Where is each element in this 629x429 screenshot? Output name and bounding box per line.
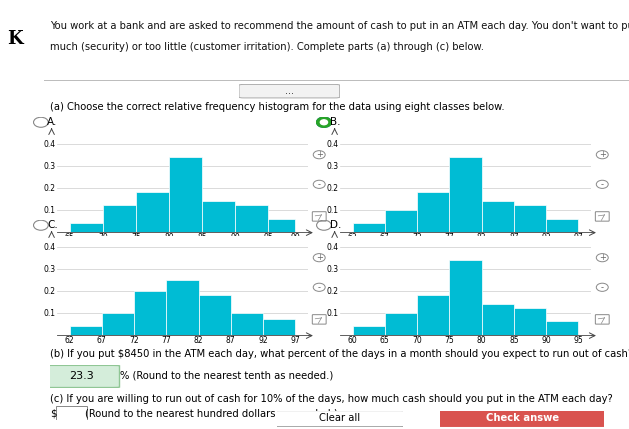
Text: % (Round to the nearest tenth as needed.): % (Round to the nearest tenth as needed.… [120,371,333,381]
Text: Check answe: Check answe [486,414,559,423]
Text: C.: C. [47,221,58,230]
Bar [70,223,103,232]
Circle shape [320,120,328,125]
Text: Clear all: Clear all [319,414,360,423]
Bar [546,218,578,232]
Text: +: + [316,253,323,262]
Bar [514,205,546,232]
Text: -: - [601,180,604,189]
Bar [199,295,231,335]
FancyBboxPatch shape [43,366,120,387]
Text: +: + [599,253,606,262]
FancyBboxPatch shape [273,411,406,427]
Text: K: K [8,30,23,48]
Text: +: + [316,150,323,159]
Bar [70,326,102,335]
Bar [385,210,417,232]
Bar [449,157,482,232]
Bar [353,326,385,335]
Bar [546,321,578,335]
Bar [231,313,263,335]
Bar [449,260,482,335]
Bar [269,218,295,232]
Bar [235,205,269,232]
FancyBboxPatch shape [596,211,610,221]
Text: +: + [599,150,606,159]
Circle shape [316,117,331,127]
Text: ...: ... [285,86,294,96]
Bar [103,205,136,232]
Text: -: - [318,180,321,189]
Text: You work at a bank and are asked to recommend the amount of cash to put in an AT: You work at a bank and are asked to reco… [50,21,629,30]
Text: 23.3: 23.3 [69,371,94,381]
Bar [417,295,449,335]
Text: -: - [318,283,321,292]
Text: ✓: ✓ [321,120,326,125]
Text: A.: A. [47,118,57,127]
Bar [482,304,514,335]
Bar [514,308,546,335]
Text: (Round to the nearest hundred dollars as needed.): (Round to the nearest hundred dollars as… [85,408,338,418]
FancyBboxPatch shape [312,211,326,221]
Text: B.: B. [330,118,341,127]
Text: D.: D. [330,221,342,230]
Text: (a) Choose the correct relative frequency histogram for the data using eight cla: (a) Choose the correct relative frequenc… [50,102,505,112]
Bar [263,319,295,335]
Text: (b) If you put $8450 in the ATM each day, what percent of the days in a month sh: (b) If you put $8450 in the ATM each day… [50,349,629,359]
FancyBboxPatch shape [596,315,610,324]
Bar [166,280,199,335]
FancyBboxPatch shape [239,85,340,98]
Bar [482,201,514,232]
Bar [203,201,235,232]
Bar [353,223,385,232]
Bar [169,157,203,232]
Circle shape [320,120,328,125]
Circle shape [316,117,331,127]
Bar [417,192,449,232]
Bar [385,313,417,335]
Text: much (security) or too little (customer irritation). Complete parts (a) through : much (security) or too little (customer … [50,42,484,51]
FancyBboxPatch shape [312,315,326,324]
Text: $: $ [50,408,57,418]
FancyBboxPatch shape [435,411,609,427]
Bar [134,291,166,335]
Text: (c) If you are willing to run out of cash for 10% of the days, how much cash sho: (c) If you are willing to run out of cas… [50,394,613,404]
FancyBboxPatch shape [55,406,87,420]
Bar [136,192,169,232]
Bar [102,313,134,335]
Text: -: - [601,283,604,292]
